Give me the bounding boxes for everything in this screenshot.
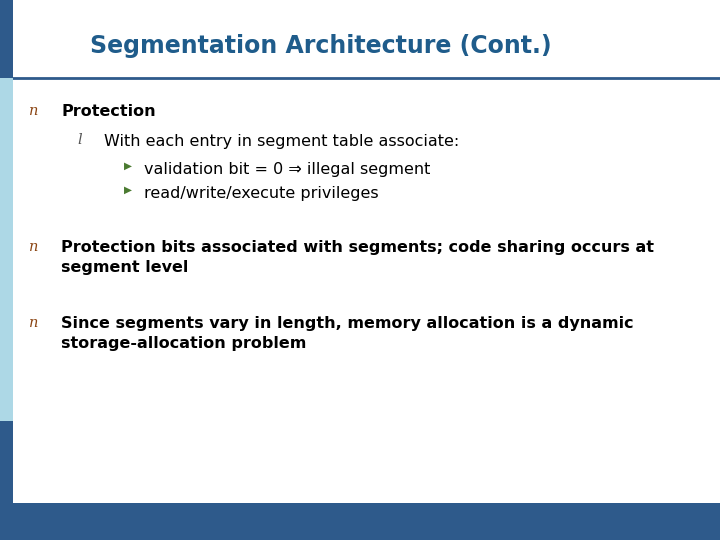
Text: Operating System Concepts – 8th Edition: Operating System Concepts – 8th Edition (14, 517, 230, 526)
Text: Silberschatz, Galvin and Gagne ©2009: Silberschatz, Galvin and Gagne ©2009 (502, 517, 706, 526)
Text: l: l (77, 133, 81, 147)
Bar (0, 503, 720, 540)
Text: 8.46: 8.46 (348, 517, 372, 526)
Text: Protection bits associated with segments; code sharing occurs at
segment level: Protection bits associated with segments… (61, 240, 654, 275)
Text: Segmentation Architecture (Cont.): Segmentation Architecture (Cont.) (90, 34, 552, 58)
Bar (0, 78, 13, 421)
Bar (0, 421, 13, 540)
Bar (0, 0, 13, 78)
Text: n: n (29, 316, 38, 330)
Text: ▶: ▶ (124, 185, 132, 195)
Text: ▶: ▶ (124, 161, 132, 171)
Text: Protection: Protection (61, 104, 156, 119)
Text: read/write/execute privileges: read/write/execute privileges (144, 186, 379, 201)
Text: Since segments vary in length, memory allocation is a dynamic
storage-allocation: Since segments vary in length, memory al… (61, 316, 634, 350)
Text: n: n (29, 240, 38, 254)
Text: With each entry in segment table associate:: With each entry in segment table associa… (104, 134, 459, 149)
Text: n: n (29, 104, 38, 118)
Text: validation bit = 0 ⇒ illegal segment: validation bit = 0 ⇒ illegal segment (144, 162, 431, 177)
